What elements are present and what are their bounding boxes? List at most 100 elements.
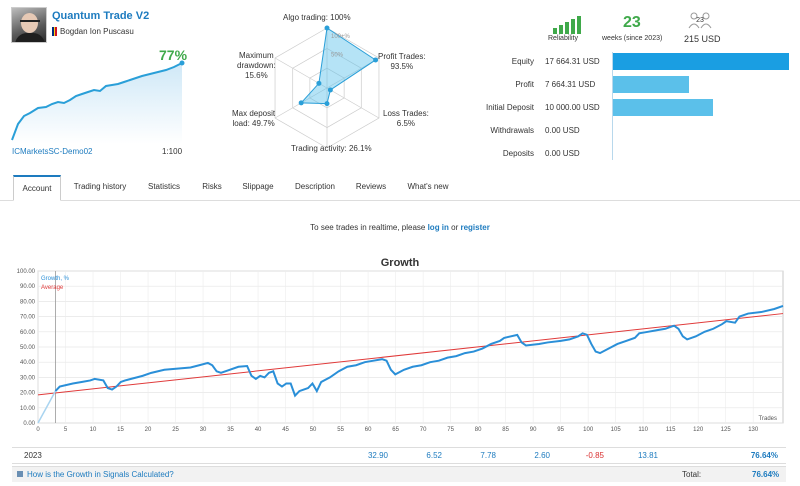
signal-title[interactable]: Quantum Trade V2 [52, 10, 150, 22]
radar-spoke-loss [326, 87, 380, 119]
legend-growth: Growth, % [41, 276, 70, 282]
x-tick-label: 40 [255, 427, 262, 433]
x-tick-label: 125 [721, 427, 732, 433]
tab-reviews[interactable]: Reviews [355, 182, 387, 191]
sparkline-area [12, 63, 182, 144]
y-tick-label: 30.00 [20, 375, 36, 381]
x-tick-label: 115 [666, 427, 676, 433]
x-tick-label: 105 [611, 427, 622, 433]
x-tick-label: 100 [583, 427, 594, 433]
stat-value-2: 10 000.00 USD [545, 103, 600, 112]
x-tick-label: 85 [502, 427, 509, 433]
stat-label-2: Initial Deposit [485, 103, 534, 112]
radar-points [298, 25, 379, 107]
radar-point-algo [324, 25, 330, 31]
x-tick-label: 75 [447, 427, 454, 433]
y-tick-label: 50.00 [20, 345, 36, 351]
month-value-oct: -0.85 [585, 451, 604, 460]
author-avatar[interactable] [11, 7, 47, 43]
y-tick-label: 10.00 [20, 406, 36, 412]
radar-label-profit: Profit Trades: 93.5% [378, 52, 426, 71]
y-tick-label: 100.00 [17, 269, 36, 275]
radar-label-deposit-load: Max deposit load: 49.7% [232, 109, 276, 128]
growth-line-initial [37, 390, 57, 424]
x-tick-label: 35 [227, 427, 234, 433]
month-value-aug: 7.78 [480, 451, 496, 460]
total-label: Total: [682, 470, 702, 479]
x-tick-label: 70 [420, 427, 427, 433]
year-label: 2023 [24, 451, 42, 460]
tab-description[interactable]: Description [294, 182, 335, 191]
tab-risks[interactable]: Risks [202, 182, 222, 191]
month-value-nov: 13.81 [637, 451, 658, 460]
tab-trading-history[interactable]: Trading history [73, 182, 127, 191]
x-tick-label: 120 [693, 427, 704, 433]
x-tick-label: 130 [748, 427, 759, 433]
x-tick-label: 15 [117, 427, 124, 433]
stat-value-4: 0.00 USD [545, 149, 580, 158]
stat-label-3: Withdrawals [490, 126, 534, 135]
tab-whats-new[interactable]: What's new [407, 182, 449, 191]
y-tick-label: 90.00 [20, 284, 36, 290]
radar-point-activity [324, 101, 330, 107]
subscribers-icon: 23 [688, 12, 712, 29]
tab-account[interactable]: Account [13, 175, 61, 201]
stat-label-0: Equity [511, 57, 534, 66]
x-tick-label: 30 [200, 427, 207, 433]
author-row: Bogdan Ion Puscasu [52, 27, 134, 36]
radar-label-drawdown: Maximum drawdown: 15.6% [237, 51, 276, 80]
growth-chart: 0.00 10.00 20.00 30.00 40.00 50.00 60.00 70.00 8… [17, 269, 784, 433]
y-tick-label: 70.00 [20, 315, 36, 321]
radar-scale-50: 50% [331, 52, 344, 58]
radar-point-deposit_load [298, 100, 304, 106]
chart-footer: How is the Growth in Signals Calculated?… [12, 466, 786, 482]
radar-label-algo: Algo trading: 100% [283, 13, 351, 22]
weeks-count: 23 [623, 14, 641, 31]
subscription-price: 215 USD [684, 34, 721, 44]
growth-sparkline [11, 60, 185, 144]
author-name[interactable]: Bogdan Ion Puscasu [60, 27, 134, 36]
x-tick-label: 45 [282, 427, 289, 433]
stat-bar-2 [613, 99, 713, 116]
broker-server[interactable]: ICMarketsSC-Demo02 [12, 147, 93, 156]
radar-label-activity: Trading activity: 26.1% [291, 144, 372, 153]
x-tick-label: 95 [557, 427, 564, 433]
radar-label-loss: Loss Trades: 6.5% [383, 109, 429, 128]
login-link[interactable]: log in [427, 223, 449, 232]
x-tick-label: 90 [530, 427, 537, 433]
y-tick-label: 80.00 [20, 299, 36, 305]
weeks-label: weeks (since 2023) [602, 35, 663, 42]
stat-bar-0 [613, 53, 789, 70]
sparkline-line [11, 62, 183, 141]
faq-icon [17, 471, 23, 477]
stat-label-1: Profit [515, 80, 534, 89]
radar-scale-100: 100+% [331, 34, 351, 40]
stat-value-3: 0.00 USD [545, 126, 580, 135]
x-tick-label: 10 [90, 427, 97, 433]
x-tick-label: 50 [310, 427, 317, 433]
y-tick-label: 60.00 [20, 330, 36, 336]
x-tick-label: 5 [64, 427, 68, 433]
x-axis-label: Trades [759, 416, 777, 422]
x-tick-label: 110 [638, 427, 648, 433]
total-value: 76.64% [752, 470, 780, 479]
tab-statistics[interactable]: Statistics [147, 182, 180, 191]
x-tick-label: 55 [337, 427, 344, 433]
growth-faq-link[interactable]: How is the Growth in Signals Calculated? [27, 470, 174, 479]
y-tick-label: 20.00 [20, 391, 36, 397]
stat-value-0: 17 664.31 USD [545, 57, 600, 66]
month-value-sep: 2.60 [534, 451, 550, 460]
subscribers-icon-number: 23 [696, 17, 704, 24]
register-link[interactable]: register [460, 223, 490, 232]
y-tick-label: 0.00 [23, 421, 35, 427]
x-tick-label: 25 [172, 427, 179, 433]
year-row: 2023 32.90 6.52 7.78 2.60 -0.85 13.81 76… [12, 447, 786, 464]
x-tick-label: 60 [365, 427, 372, 433]
leverage: 1:100 [162, 147, 183, 156]
legend-average: Average [41, 285, 64, 291]
realtime-notice: To see trades in realtime, please log in… [310, 223, 490, 232]
stats-axis-line [612, 52, 613, 160]
tab-slippage[interactable]: Slippage [242, 182, 274, 191]
average-line [37, 313, 784, 396]
growth-line [54, 305, 784, 398]
